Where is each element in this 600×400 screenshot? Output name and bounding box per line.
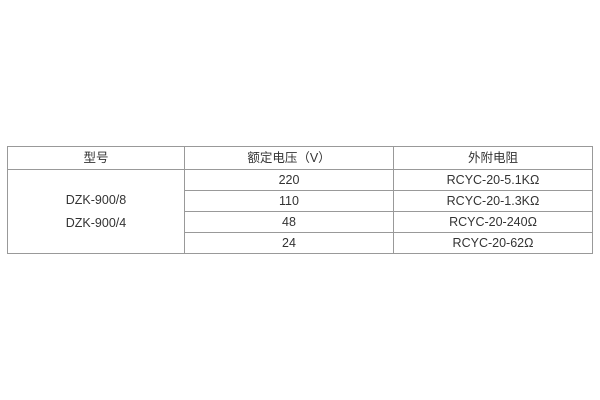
- table-row: 24 RCYC-20-62Ω: [8, 232, 593, 254]
- header-row: 型号 额定电压（V） 外附电阻: [7, 146, 593, 170]
- resistance-cell: RCYC-20-1.3KΩ: [393, 190, 593, 212]
- resistance-cell: RCYC-20-5.1KΩ: [393, 169, 593, 191]
- header-external-resistance: 外附电阻: [393, 146, 593, 170]
- header-model: 型号: [7, 146, 185, 170]
- resistance-cell: RCYC-20-240Ω: [393, 211, 593, 233]
- resistance-cell: RCYC-20-62Ω: [393, 232, 593, 254]
- voltage-cell: 48: [184, 211, 394, 233]
- model-cell: DZK-900/8 DZK-900/4: [7, 169, 185, 254]
- voltage-cell: 220: [184, 169, 394, 191]
- model-line: DZK-900/8: [65, 192, 127, 207]
- spec-table: 型号 额定电压（V） 外附电阻 DZK-900/8 DZK-900/4 220 …: [7, 146, 593, 254]
- voltage-cell: 24: [184, 232, 394, 254]
- voltage-cell: 110: [184, 190, 394, 212]
- header-rated-voltage: 额定电压（V）: [184, 146, 394, 170]
- table-row: DZK-900/8 DZK-900/4 220 RCYC-20-5.1KΩ: [7, 169, 593, 254]
- model-line: DZK-900/4: [65, 215, 127, 230]
